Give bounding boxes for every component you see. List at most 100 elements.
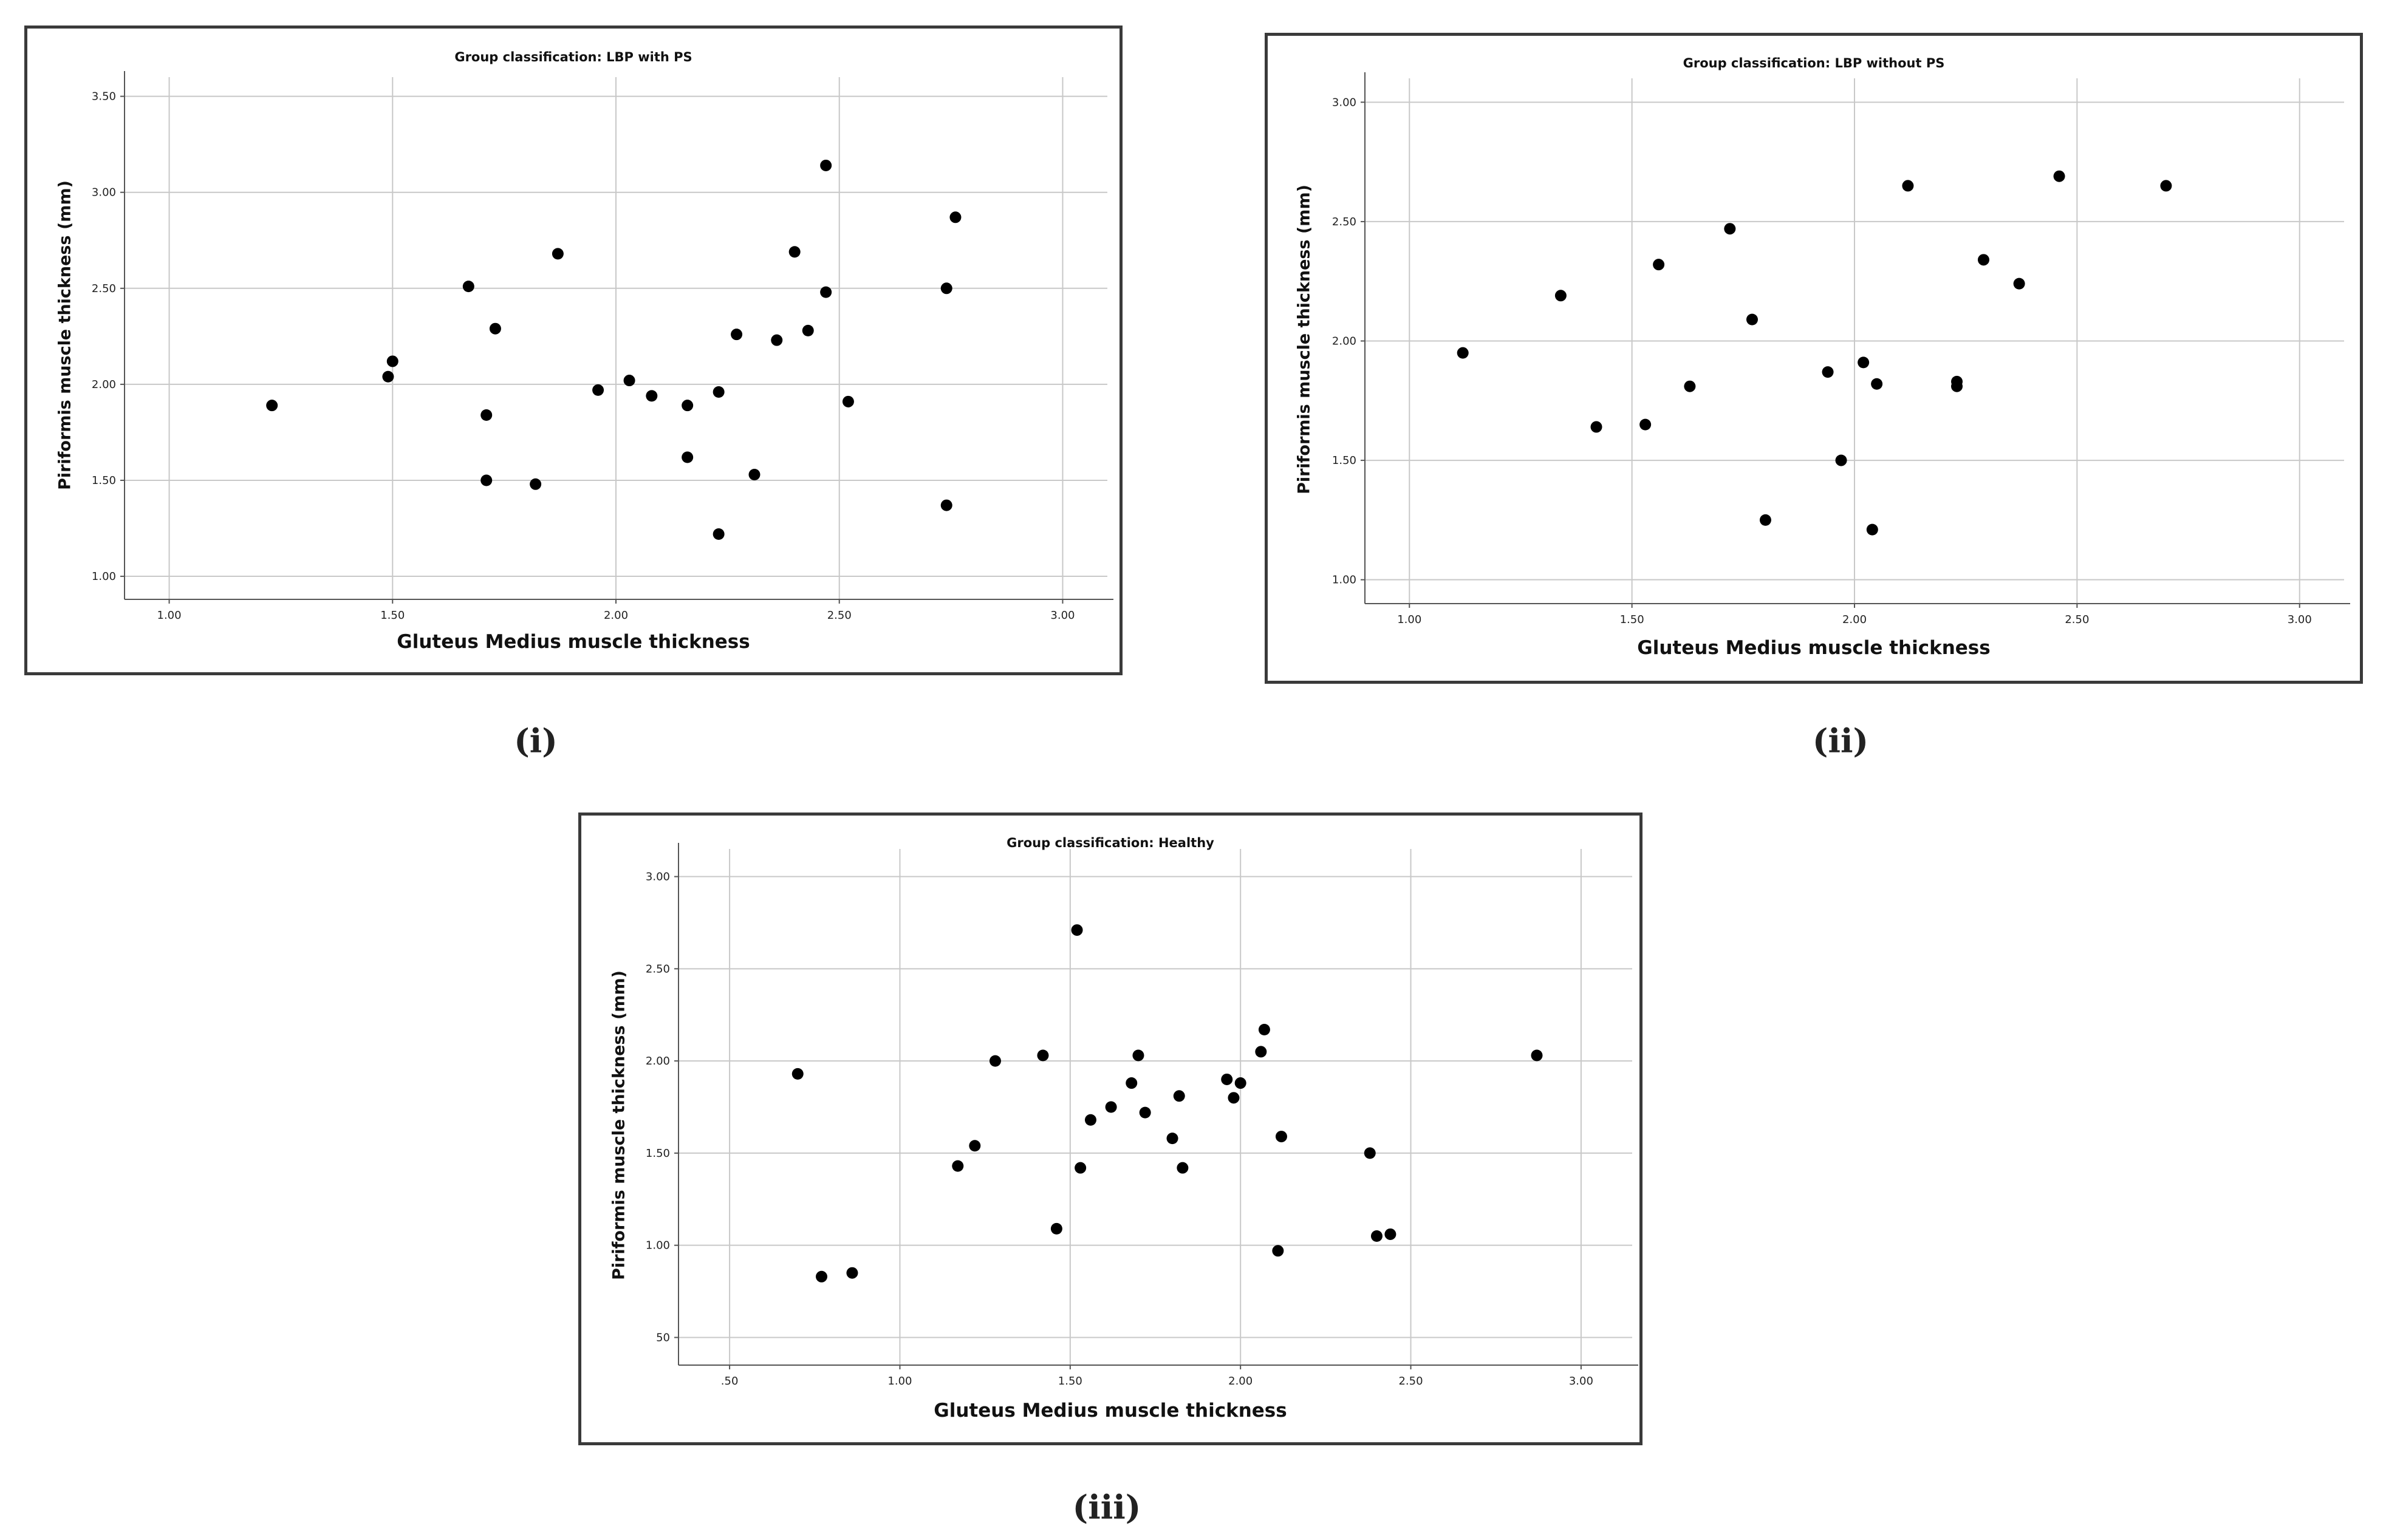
data-point [1639, 418, 1652, 431]
data-point [1370, 1230, 1383, 1242]
x-tick-label: 3.00 [2288, 613, 2312, 626]
y-tick-label: 3.00 [1332, 96, 1356, 109]
x-tick-label: 2.00 [604, 609, 628, 622]
scatter-plot: 1.00 1.50 2.00 2.50 3.00 1.00 1.50 2.00 2.50 3.00… [92, 71, 1113, 622]
data-point [1902, 180, 1914, 192]
data-point [1684, 380, 1696, 392]
data-point [771, 334, 783, 346]
data-point [1457, 347, 1469, 359]
data-point [682, 451, 694, 463]
data-point [1105, 1101, 1117, 1113]
x-tick-label: 2.50 [1398, 1375, 1423, 1388]
data-point [552, 248, 564, 260]
y-tick-label: 2.00 [1332, 335, 1356, 348]
x-tick-label: 2.50 [827, 609, 852, 622]
x-tick-label: 2.00 [1842, 613, 1867, 626]
data-point [1037, 1049, 1049, 1061]
chart-panel-healthy: Group classification: Healthy .50 1.00 1.5… [578, 813, 1643, 1445]
x-tick-label: 1.50 [380, 609, 405, 622]
data-point [1554, 290, 1567, 302]
data-point [592, 384, 604, 396]
y-tick-label: 1.50 [1332, 454, 1356, 467]
data-point [1866, 523, 1878, 536]
y-tick-label: 3.00 [646, 871, 670, 884]
data-point [1384, 1228, 1396, 1240]
data-point [1221, 1073, 1233, 1085]
data-point [1071, 924, 1083, 936]
data-point [646, 390, 658, 402]
x-tick-label: 1.50 [1058, 1375, 1082, 1388]
data-point [1724, 223, 1736, 235]
data-point [1746, 313, 1758, 325]
data-point [748, 468, 761, 480]
data-point [1951, 380, 1963, 392]
chart-title: Group classification: Healthy [1007, 836, 1214, 850]
x-tick-label: 1.00 [157, 609, 182, 622]
data-point [820, 286, 832, 298]
panel-label-iii: (iii) [1072, 1488, 1141, 1527]
data-point [820, 159, 832, 171]
data-point [1759, 514, 1771, 526]
data-point [949, 211, 962, 223]
y-axis-label: Piriformis muscle thickness (mm) [55, 180, 75, 490]
data-point [1075, 1162, 1087, 1174]
x-tick-label: 2.00 [1228, 1375, 1253, 1388]
y-axis-label: Piriformis muscle thickness (mm) [609, 970, 629, 1280]
chart-title: Group classification: LBP without PS [1683, 56, 1945, 70]
y-tick-label: 2.50 [92, 282, 116, 295]
data-point [713, 528, 725, 540]
y-tick-label: 1.00 [92, 570, 116, 583]
y-tick-label: 50 [656, 1331, 670, 1344]
data-point [989, 1055, 1001, 1067]
x-tick-label: 3.00 [1569, 1375, 1593, 1388]
data-point [713, 386, 725, 398]
data-point [480, 409, 493, 421]
data-point [2053, 170, 2065, 182]
data-point [682, 400, 694, 412]
y-tick-label: 2.00 [646, 1055, 670, 1068]
y-tick-label: 3.50 [92, 90, 116, 103]
panel-label-i: (i) [514, 721, 558, 760]
data-point [1653, 259, 1665, 271]
data-point [940, 499, 952, 511]
data-point [1166, 1133, 1178, 1145]
data-point [1531, 1049, 1543, 1061]
data-point [2013, 278, 2025, 290]
data-point [1050, 1222, 1062, 1235]
data-point [1126, 1077, 1138, 1089]
chart-panel-lbp-without-ps: Group classification: LBP without PS 1.0… [1265, 33, 2363, 684]
data-point [1255, 1046, 1267, 1058]
data-point [623, 375, 635, 387]
data-point [1275, 1131, 1287, 1143]
x-tick-label: 2.50 [2065, 613, 2089, 626]
x-tick-label: 1.00 [887, 1375, 912, 1388]
y-tick-label: 1.00 [646, 1239, 670, 1252]
data-point [1139, 1106, 1151, 1119]
data-point [969, 1140, 981, 1152]
data-point [1177, 1162, 1189, 1174]
y-tick-label: 1.00 [1332, 574, 1356, 587]
y-tick-label: 2.50 [646, 962, 670, 975]
data-point [1258, 1024, 1270, 1035]
data-point [382, 370, 394, 383]
x-tick-label: 1.00 [1397, 613, 1421, 626]
x-axis-label: Gluteus Medius muscle thickness [397, 631, 750, 653]
data-point [816, 1270, 827, 1283]
x-tick-label: .50 [721, 1375, 739, 1388]
data-point [1364, 1147, 1376, 1159]
data-point [1132, 1049, 1144, 1061]
data-point [1858, 356, 1870, 369]
scatter-plot: 1.00 1.50 2.00 2.50 3.00 1.00 1.50 2.00 2.50 3.00 [1332, 72, 2350, 626]
chart-title: Group classification: LBP with PS [454, 50, 692, 64]
data-point [1228, 1092, 1240, 1104]
data-point [2160, 180, 2172, 192]
data-point [1084, 1114, 1096, 1126]
data-point [952, 1160, 964, 1172]
data-point [1977, 254, 1989, 266]
data-point [791, 1068, 804, 1080]
data-point [530, 478, 542, 490]
data-point [842, 395, 854, 407]
data-point [1835, 454, 1847, 466]
data-point [1822, 366, 1834, 378]
data-point [480, 474, 493, 486]
